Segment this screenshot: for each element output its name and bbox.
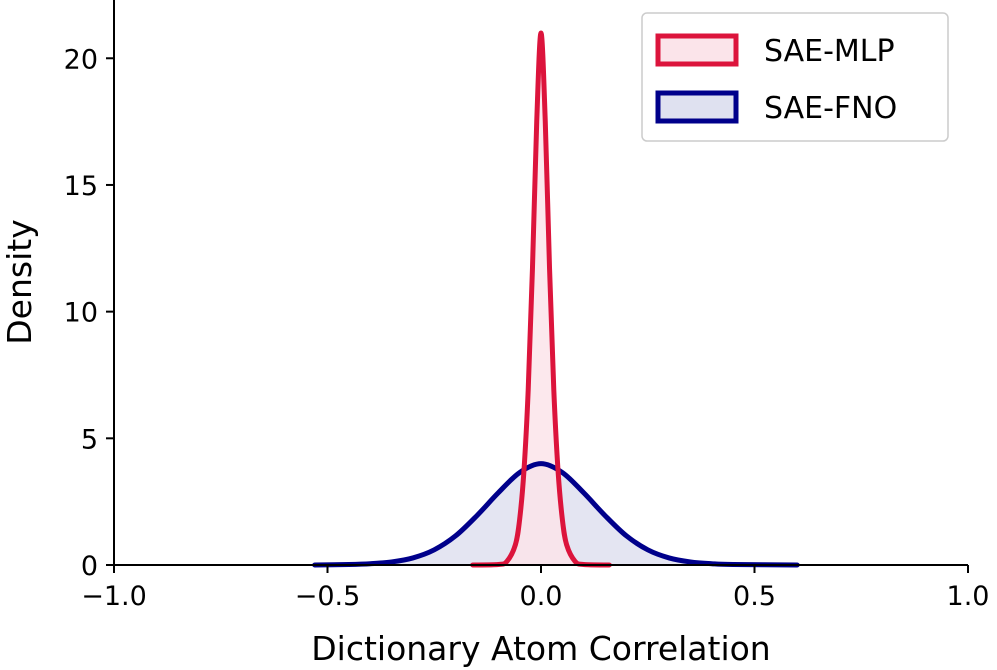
legend: SAE-MLP SAE-FNO — [641, 12, 949, 142]
legend-swatch-sae-mlp — [655, 33, 739, 67]
x-tick-label: 1.0 — [947, 581, 990, 612]
y-tick-label: 10 — [64, 298, 98, 329]
x-tick-label: 0.0 — [520, 581, 563, 612]
y-tick-label: 20 — [64, 44, 98, 75]
series-line-sae-fno — [312, 461, 800, 568]
x-tick-label: −1.0 — [81, 581, 147, 612]
x-tick-label: −0.5 — [295, 581, 361, 612]
y-tick-label: 0 — [81, 551, 98, 582]
axes: −1.0 −0.5 0.0 0.5 1.0 0 5 10 15 20 — [64, 0, 990, 612]
series-line-sae-mlp — [470, 30, 612, 568]
x-tick-label: 0.5 — [733, 581, 776, 612]
plot-area — [312, 30, 800, 568]
legend-label-sae-fno: SAE-FNO — [764, 91, 897, 126]
y-tick-label: 15 — [64, 171, 98, 202]
legend-label-sae-mlp: SAE-MLP — [764, 34, 895, 69]
y-tick-label: 5 — [81, 424, 98, 455]
series-area-sae-mlp — [472, 32, 610, 565]
x-axis-label: Dictionary Atom Correlation — [311, 629, 770, 668]
legend-swatch-sae-fno — [655, 90, 739, 124]
y-axis-label: Density — [0, 219, 39, 344]
